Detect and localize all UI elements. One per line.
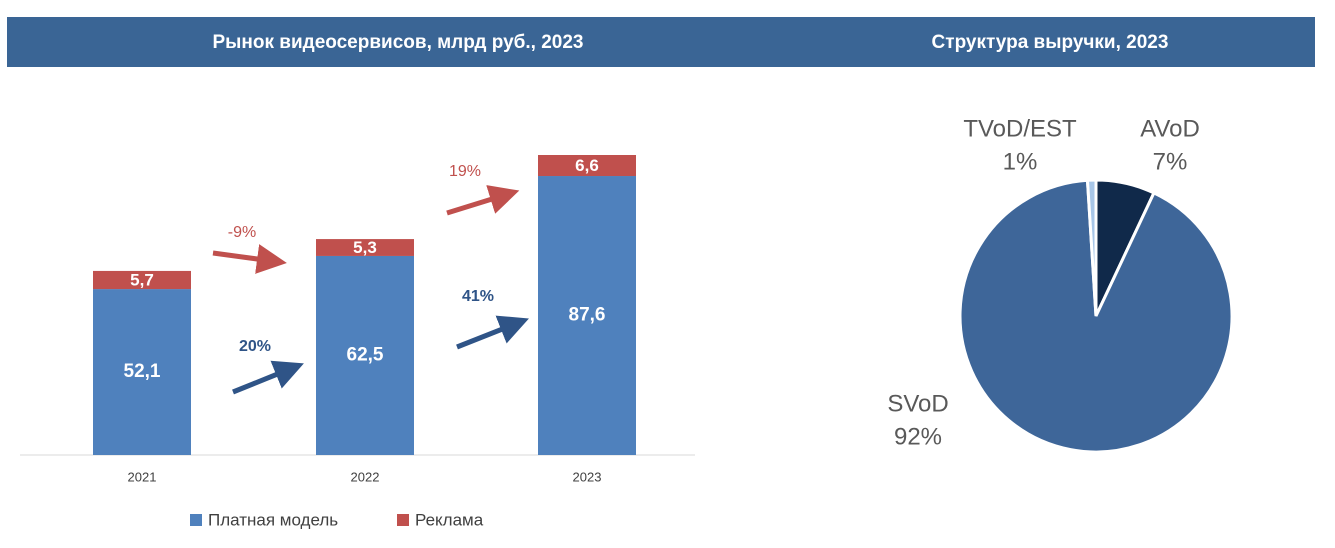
- value-label: 5,7: [130, 270, 154, 289]
- pie-slice: [1085, 178, 1098, 317]
- legend-label: Платная модель: [208, 510, 338, 529]
- legend-label: Реклама: [415, 510, 484, 529]
- growth-label: 41%: [462, 288, 494, 305]
- header-bar: [7, 17, 1315, 67]
- growth-arrow: [232, 360, 304, 395]
- pie-slice: [958, 178, 1234, 454]
- value-label: 52,1: [124, 361, 161, 382]
- value-label: 87,6: [569, 305, 606, 326]
- chart-title: Рынок видеосервисов, млрд руб., 2023: [213, 32, 584, 53]
- growth-arrow: [446, 185, 520, 216]
- value-label: 6,6: [575, 156, 599, 175]
- slice-value: 7%: [1153, 148, 1188, 175]
- x-tick-label: 2021: [128, 469, 157, 484]
- bar-segment: [538, 155, 636, 177]
- legend-swatch: [190, 514, 202, 526]
- chart-title: Структура выручки, 2023: [932, 32, 1169, 53]
- legend-swatch: [397, 514, 409, 526]
- x-tick-label: 2023: [573, 469, 602, 484]
- growth-label: 19%: [449, 163, 481, 180]
- value-label: 62,5: [347, 344, 384, 365]
- growth-label: -9%: [228, 224, 256, 241]
- growth-label: 20%: [239, 338, 271, 355]
- growth-arrow: [456, 315, 529, 350]
- bar-segment: [93, 270, 191, 290]
- bar-segment: [93, 289, 191, 455]
- slice-value: 1%: [1003, 148, 1038, 175]
- growth-arrow: [212, 244, 287, 274]
- value-label: 5,3: [353, 238, 377, 257]
- bar-segment: [538, 176, 636, 455]
- bar-segment: [316, 255, 414, 455]
- slice-value: 92%: [894, 423, 942, 450]
- slice-label: TVoD/EST: [963, 115, 1077, 142]
- slice-label: AVoD: [1140, 115, 1200, 142]
- slice-label: SVoD: [887, 390, 948, 417]
- x-tick-label: 2022: [351, 469, 380, 484]
- bar-segment: [316, 239, 414, 256]
